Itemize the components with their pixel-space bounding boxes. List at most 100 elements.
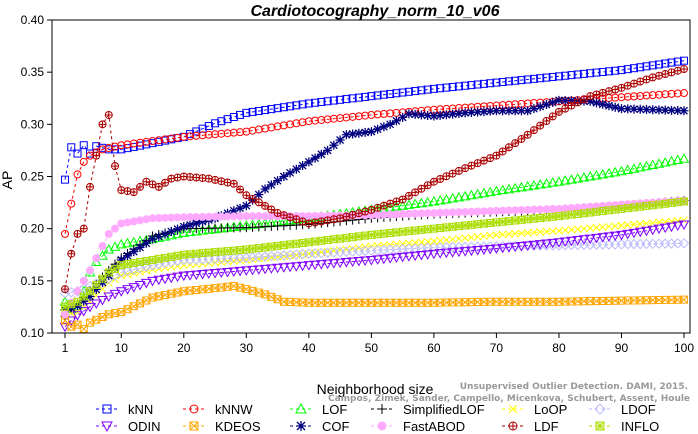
data-point bbox=[204, 174, 213, 183]
data-point bbox=[154, 136, 163, 145]
data-point bbox=[104, 110, 113, 119]
data-point bbox=[498, 217, 507, 226]
data-point bbox=[348, 94, 357, 103]
data-point bbox=[272, 263, 283, 274]
data-point bbox=[197, 225, 208, 235]
data-point bbox=[304, 157, 314, 167]
data-point bbox=[204, 122, 213, 131]
data-point bbox=[492, 78, 501, 87]
data-point bbox=[666, 222, 677, 233]
data-point bbox=[311, 237, 320, 246]
data-point bbox=[97, 295, 108, 306]
data-point bbox=[317, 236, 326, 245]
data-point bbox=[123, 144, 132, 153]
x-tick-label: 1 bbox=[62, 341, 69, 355]
data-point bbox=[254, 198, 263, 207]
data-point bbox=[417, 184, 426, 193]
data-point bbox=[441, 110, 451, 120]
data-point bbox=[111, 162, 120, 171]
data-point bbox=[573, 70, 582, 79]
series-inflo bbox=[61, 197, 688, 311]
data-point bbox=[159, 274, 171, 285]
data-point bbox=[680, 89, 688, 98]
data-point bbox=[559, 175, 571, 185]
data-point bbox=[666, 155, 677, 166]
data-point bbox=[379, 122, 389, 132]
data-point bbox=[472, 188, 484, 199]
legend-label: LDOF bbox=[621, 402, 656, 417]
data-point bbox=[405, 239, 413, 248]
data-point bbox=[661, 59, 670, 68]
data-point bbox=[648, 105, 658, 115]
data-point bbox=[79, 141, 88, 150]
data-point bbox=[342, 95, 351, 104]
data-point bbox=[654, 105, 664, 115]
data-point bbox=[616, 104, 626, 114]
series-ldf bbox=[61, 65, 689, 294]
x-tick-label: 60 bbox=[427, 341, 441, 355]
plot-frame bbox=[51, 19, 691, 334]
series-knn bbox=[61, 56, 688, 184]
data-point bbox=[92, 254, 101, 263]
data-point bbox=[367, 92, 376, 101]
data-point bbox=[348, 233, 357, 242]
data-point bbox=[641, 226, 652, 237]
data-point bbox=[341, 258, 352, 268]
data-point bbox=[517, 229, 526, 238]
data-point bbox=[135, 242, 145, 252]
data-point bbox=[409, 251, 421, 262]
data-point bbox=[279, 121, 288, 130]
legend-item-ldof: LDOF bbox=[589, 402, 656, 417]
data-point bbox=[73, 287, 82, 296]
data-point bbox=[316, 149, 326, 159]
data-point bbox=[104, 268, 113, 277]
data-point bbox=[660, 105, 670, 115]
data-point bbox=[678, 238, 690, 249]
data-point bbox=[342, 113, 351, 122]
data-point bbox=[247, 265, 258, 276]
legend-label: LOF bbox=[322, 402, 347, 417]
data-point bbox=[486, 219, 495, 228]
data-point bbox=[79, 292, 88, 301]
data-point bbox=[165, 229, 177, 240]
data-point bbox=[442, 223, 451, 232]
data-point bbox=[579, 69, 588, 78]
data-point bbox=[479, 107, 489, 117]
data-point bbox=[536, 228, 545, 236]
data-point bbox=[597, 233, 609, 243]
data-point bbox=[654, 60, 663, 69]
x-tick-label: 20 bbox=[177, 341, 191, 355]
data-point bbox=[185, 220, 195, 230]
data-point bbox=[98, 274, 107, 283]
data-point bbox=[559, 237, 571, 248]
data-point bbox=[667, 199, 676, 208]
data-point bbox=[528, 179, 540, 190]
data-point bbox=[204, 248, 213, 257]
data-point bbox=[73, 229, 82, 238]
data-point bbox=[467, 220, 476, 229]
data-point bbox=[242, 127, 251, 136]
data-point bbox=[628, 228, 640, 239]
data-point bbox=[373, 110, 382, 119]
data-point bbox=[136, 258, 145, 267]
data-point bbox=[586, 69, 595, 78]
data-point bbox=[561, 71, 570, 80]
data-point bbox=[435, 110, 445, 120]
data-point bbox=[447, 192, 459, 203]
data-point bbox=[361, 92, 370, 101]
data-point bbox=[253, 265, 265, 275]
data-point bbox=[217, 117, 226, 126]
data-point bbox=[647, 159, 659, 170]
data-point bbox=[65, 316, 77, 326]
legend-item-ldf: LDF bbox=[502, 419, 559, 434]
data-point bbox=[229, 113, 238, 122]
data-point bbox=[342, 233, 351, 242]
data-point bbox=[647, 225, 659, 236]
data-point bbox=[584, 234, 596, 245]
data-point bbox=[548, 227, 557, 236]
data-point bbox=[617, 66, 626, 75]
data-point bbox=[167, 134, 176, 143]
data-point bbox=[286, 102, 295, 111]
data-point bbox=[673, 106, 683, 116]
